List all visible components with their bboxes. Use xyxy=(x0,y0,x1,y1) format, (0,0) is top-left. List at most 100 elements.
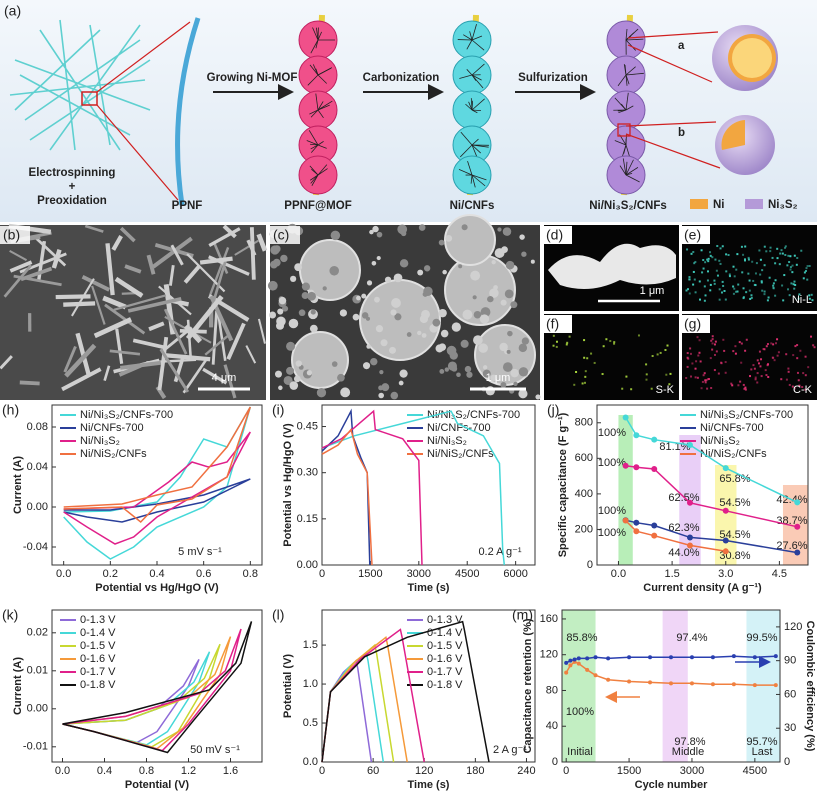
eds-pixel xyxy=(696,336,699,339)
eds-pixel xyxy=(702,374,705,377)
series-marker xyxy=(722,465,729,472)
eds-pixel xyxy=(685,289,688,292)
bead-spike xyxy=(466,69,473,76)
series-line xyxy=(321,620,490,763)
sem-fiber xyxy=(124,264,142,274)
sem-grain xyxy=(500,299,507,306)
eds-pixel xyxy=(703,299,706,302)
sem-grain xyxy=(322,286,327,291)
scale-label: 1 μm xyxy=(640,285,665,297)
y-tick-label: 0.02 xyxy=(27,627,48,639)
sem-grain xyxy=(370,357,378,366)
annotation: 95.7% xyxy=(746,736,777,748)
eds-pixel xyxy=(685,376,688,379)
eds-pixel xyxy=(694,367,697,370)
sem-particle xyxy=(444,214,496,266)
sem-grain xyxy=(479,314,490,324)
eds-pixel xyxy=(774,279,777,282)
y2-tick-label: 120 xyxy=(784,621,802,633)
x-tick-label: 3.0 xyxy=(718,568,733,580)
legend-label: Ni₃S₂ xyxy=(768,199,798,211)
ppnf-fiber xyxy=(175,17,201,206)
y-tick-label: -0.01 xyxy=(23,741,48,753)
bead-spike xyxy=(614,140,627,146)
y-tick-label: 0.00 xyxy=(27,501,48,513)
legend-label: Ni/Ni₃S₂/CNFs-700 xyxy=(700,409,793,421)
sem-grain xyxy=(309,324,318,333)
series-marker xyxy=(568,658,573,663)
x-tick-label: 0.0 xyxy=(55,765,70,777)
eds-pixel xyxy=(740,342,743,345)
legend-label: Ni/CNFs-700 xyxy=(700,422,764,434)
sem-grain xyxy=(372,225,379,233)
series-marker xyxy=(633,519,640,526)
sem-grain xyxy=(406,332,412,337)
annotation: Middle xyxy=(672,746,704,758)
y-tick-label: 800 xyxy=(575,417,593,429)
eds-pixel xyxy=(711,342,714,345)
eds-pixel xyxy=(718,288,721,291)
bead-spike xyxy=(625,161,628,176)
bead-spike xyxy=(310,144,319,150)
eds-pixel xyxy=(778,263,781,266)
eds-pixel xyxy=(752,279,755,282)
eds-pixel xyxy=(704,294,707,297)
sem-fiber xyxy=(170,244,184,266)
sem-grain xyxy=(378,392,384,399)
eds-pixel xyxy=(700,387,703,390)
plot-frame xyxy=(561,609,781,763)
eds-pixel xyxy=(723,349,726,352)
sem-grain xyxy=(470,270,481,281)
process-label: Growing Ni-MOF xyxy=(207,72,298,84)
y-tick-label: 0 xyxy=(552,756,558,768)
eds-pixel xyxy=(707,257,710,260)
legend-label: 0-1.3 V xyxy=(80,614,116,626)
bead-spike xyxy=(625,72,644,76)
legend-label: Ni xyxy=(713,199,725,211)
eds-pixel xyxy=(760,358,763,361)
eds-pixel xyxy=(787,288,790,291)
eds-pixel xyxy=(803,271,806,274)
eds-pixel xyxy=(713,369,716,372)
bead-spike xyxy=(317,100,333,111)
eds-pixel xyxy=(766,364,769,367)
sem-grain xyxy=(423,265,431,272)
eds-pixel xyxy=(693,278,696,281)
bead-spike xyxy=(312,27,319,41)
y-axis-label: Capacitance retention (%) xyxy=(522,618,534,753)
sem-grain xyxy=(442,269,447,275)
eds-pixel xyxy=(753,367,756,370)
bead-spike xyxy=(625,74,630,85)
eds-pixel xyxy=(763,293,766,296)
bead-spike xyxy=(623,144,627,154)
eds-pixel xyxy=(753,283,756,286)
series-marker xyxy=(752,655,757,660)
eds-pixel xyxy=(714,340,717,343)
bead-spike xyxy=(460,131,473,146)
eds-pixel xyxy=(789,268,792,271)
sem-grain xyxy=(298,309,306,317)
series-marker xyxy=(606,677,611,682)
sem-fiber xyxy=(208,227,241,248)
sem-grain xyxy=(449,351,458,360)
bead-spike xyxy=(317,168,328,176)
eds-pixel xyxy=(723,289,726,292)
panel-label: (e) xyxy=(684,227,701,243)
eds-pixel xyxy=(776,247,779,250)
eds-pixel xyxy=(806,265,809,268)
eds-pixel xyxy=(651,355,654,358)
eds-pixel xyxy=(754,272,757,275)
eds-pixel xyxy=(713,353,716,356)
x-tick-label: 4500 xyxy=(743,765,767,777)
annotation: 100% xyxy=(566,706,594,718)
label-box xyxy=(544,315,572,333)
eds-pixel xyxy=(770,342,773,345)
sem-grain xyxy=(280,254,288,263)
series-marker xyxy=(633,432,640,439)
x-tick-label: 0.4 xyxy=(149,568,164,580)
eds-pixel xyxy=(792,354,795,357)
series-marker xyxy=(576,656,581,661)
product-label: Ni/CNFs xyxy=(450,200,495,212)
y-tick-label: 0.30 xyxy=(297,467,318,479)
product-label: PPNF@MOF xyxy=(284,200,351,212)
